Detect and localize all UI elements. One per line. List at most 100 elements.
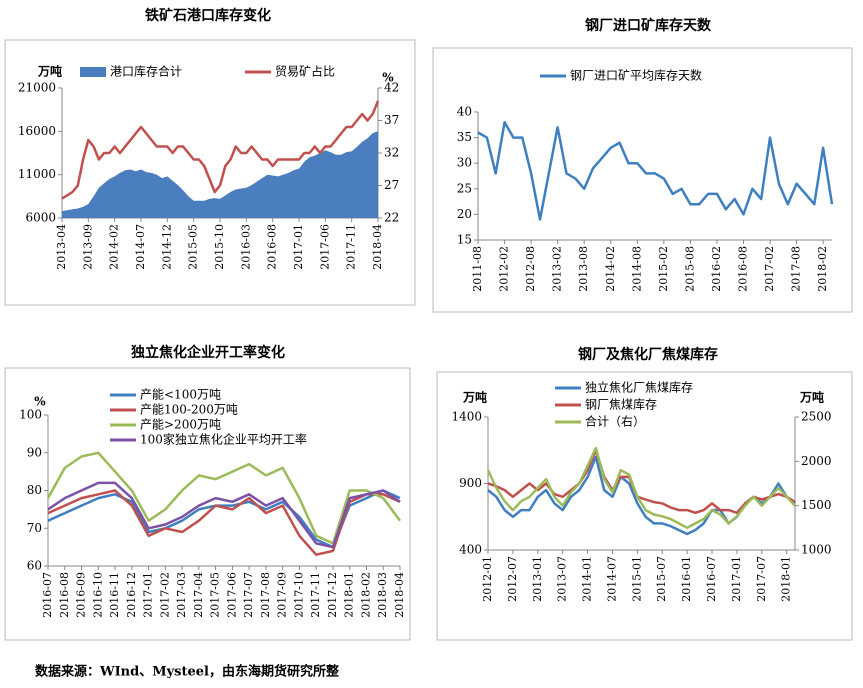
x-tick-label: 2012-07 — [506, 556, 519, 602]
x-tick-label: 2015-05 — [187, 224, 200, 270]
line — [46, 451, 402, 545]
chart-frame — [436, 371, 853, 641]
x-tick-label: 2018-02 — [816, 246, 829, 292]
legend-label: 钢厂进口矿平均库存天数 — [570, 68, 702, 83]
legend-label: 产能>200万吨 — [140, 418, 221, 432]
y-tick-label: 35 — [457, 130, 472, 144]
x-tick-label: 2018-02 — [359, 572, 372, 618]
x-tick-label: 2016-12 — [125, 572, 138, 618]
x-tick-label: 2016-08 — [266, 224, 279, 270]
y-tick-label: 11000 — [18, 167, 56, 181]
y-tick-label: 20 — [457, 207, 472, 221]
area — [62, 131, 378, 218]
line — [487, 455, 796, 536]
y2-tick-label: 1000 — [801, 543, 832, 557]
x-tick-label: 2012-02 — [498, 246, 511, 292]
y-tick-label: 100 — [19, 408, 42, 422]
y-unit: % — [34, 395, 46, 409]
x-tick-label: 2016-09 — [75, 572, 88, 618]
x-tick-label: 2015-02 — [657, 246, 670, 292]
x-tick-label: 2014-02 — [108, 224, 121, 270]
x-tick-label: 2017-10 — [292, 572, 305, 618]
x-tick-label: 2017-02 — [158, 572, 171, 618]
legend-label: 独立焦化厂焦煤库存 — [585, 380, 693, 395]
legend-label: 钢厂焦煤库存 — [585, 397, 657, 412]
legend-label: 港口库存合计 — [110, 64, 182, 79]
x-tick-label: 2013-08 — [577, 246, 590, 292]
y-tick-label: 80 — [27, 483, 42, 497]
x-tick-label: 2013-04 — [55, 224, 68, 270]
x-tick-label: 2013-09 — [81, 224, 94, 270]
x-tick-label: 2016-01 — [680, 556, 693, 602]
x-tick-label: 2014-07 — [605, 556, 618, 602]
x-tick-label: 2016-07 — [41, 572, 54, 618]
y-tick-label: 90 — [27, 445, 42, 459]
x-tick-label: 2018-03 — [376, 572, 389, 618]
chart-frame — [4, 39, 416, 306]
x-tick-label: 2017-07 — [242, 572, 255, 618]
y-tick-label: 25 — [457, 181, 472, 195]
x-tick-label: 2018-04 — [393, 572, 406, 618]
x-tick-label: 2017-11 — [345, 224, 358, 270]
y2-tick-label: 42 — [384, 81, 399, 95]
y-tick-label: 400 — [459, 543, 482, 557]
x-tick-label: 2013-02 — [551, 246, 564, 292]
x-tick-label: 2017-01 — [142, 572, 155, 618]
y-tick-label: 6000 — [25, 211, 56, 225]
x-tick-label: 2013-07 — [556, 556, 569, 602]
y-tick-label: 1400 — [451, 410, 482, 424]
chart-title: 钢厂及焦化厂焦煤库存 — [578, 346, 718, 363]
x-tick-label: 2014-08 — [630, 246, 643, 292]
y-tick-label: 60 — [27, 559, 42, 573]
y-unit: 万吨 — [37, 64, 62, 79]
x-tick-label: 2014-12 — [160, 224, 173, 270]
x-tick-label: 2015-10 — [213, 224, 226, 270]
x-tick-label: 2011-08 — [471, 246, 484, 292]
y-tick-label: 40 — [457, 105, 472, 119]
chart-frame — [432, 47, 853, 313]
line — [487, 449, 796, 515]
chart-frame — [4, 367, 411, 641]
x-tick-label: 2013-01 — [531, 556, 544, 602]
x-tick-label: 2016-08 — [58, 572, 71, 618]
x-tick-label: 2018-01 — [343, 572, 356, 618]
y2-tick-label: 37 — [384, 113, 399, 127]
x-tick-label: 2014-07 — [134, 224, 147, 270]
x-tick-label: 2017-08 — [259, 572, 272, 618]
x-tick-label: 2014-01 — [581, 556, 594, 602]
x-tick-label: 2016-11 — [108, 572, 121, 618]
x-tick-label: 2017-09 — [276, 572, 289, 618]
x-tick-label: 2017-02 — [763, 246, 776, 292]
chart-title: 铁矿石港口库存变化 — [145, 7, 271, 24]
legend-label: 产能100-200万吨 — [140, 403, 238, 417]
line — [47, 481, 401, 549]
x-tick-label: 2017-01 — [292, 224, 305, 270]
y2-unit: % — [382, 71, 394, 85]
line — [61, 100, 380, 200]
x-tick-label: 2017-06 — [225, 572, 238, 618]
legend-label: 合计（右） — [585, 414, 645, 429]
x-tick-label: 2016-03 — [239, 224, 252, 270]
y-tick-label: 30 — [457, 156, 472, 170]
legend-label: 贸易矿占比 — [275, 64, 335, 79]
y2-tick-label: 2000 — [801, 454, 832, 468]
x-tick-label: 2016-07 — [705, 556, 718, 602]
chart-title: 独立焦化企业开工率变化 — [131, 344, 285, 361]
x-tick-label: 2014-02 — [604, 246, 617, 292]
y-tick-label: 16000 — [18, 124, 56, 138]
x-tick-label: 2016-08 — [737, 246, 750, 292]
x-tick-label: 2018-01 — [780, 556, 793, 602]
chart-title: 钢厂进口矿库存天数 — [585, 17, 712, 34]
y2-tick-label: 22 — [384, 211, 399, 225]
x-tick-label: 2017-03 — [175, 572, 188, 618]
line — [486, 446, 796, 530]
y-tick-label: 21000 — [18, 81, 56, 95]
x-tick-label: 2015-01 — [630, 556, 643, 602]
x-tick-label: 2017-08 — [790, 246, 803, 292]
x-tick-label: 2017-06 — [318, 224, 331, 270]
x-tick-label: 2017-11 — [309, 572, 322, 618]
legend-label: 产能<100万吨 — [140, 388, 221, 402]
x-tick-label: 2017-01 — [730, 556, 743, 602]
y2-unit: 万吨 — [799, 390, 824, 405]
